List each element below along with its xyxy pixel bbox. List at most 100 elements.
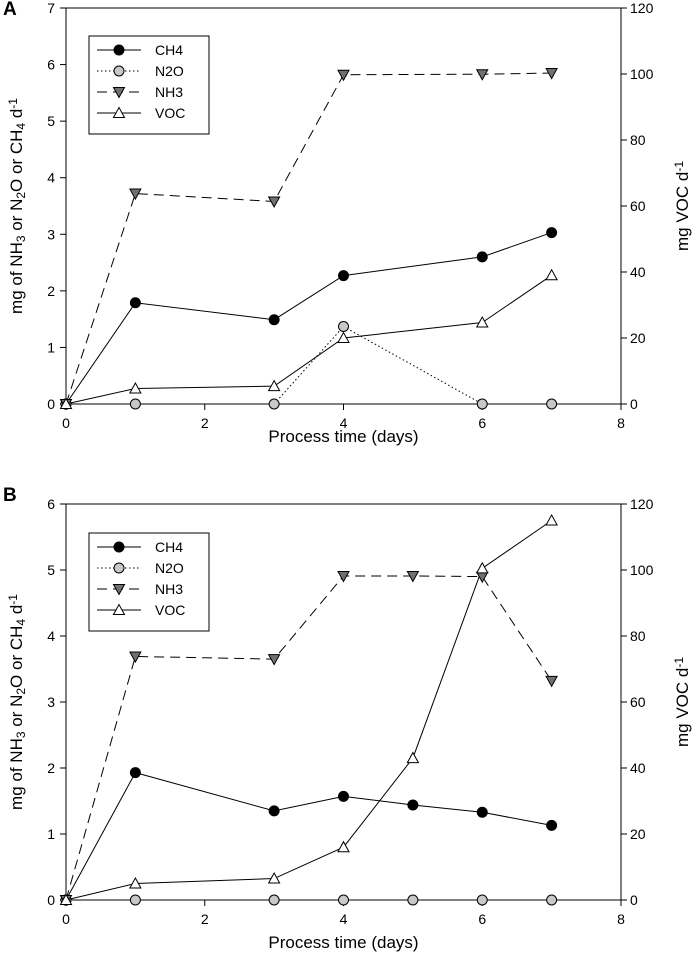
data-point-voc bbox=[475, 561, 489, 574]
y2-tick-label: 40 bbox=[630, 264, 646, 280]
y2-axis-label: mg VOC d-1 bbox=[672, 161, 692, 251]
y-tick-label: 4 bbox=[47, 170, 55, 186]
data-point-nh3 bbox=[129, 188, 142, 201]
y-tick-label: 0 bbox=[47, 892, 55, 908]
data-point-n2o bbox=[268, 398, 280, 410]
x-tick-label: 0 bbox=[62, 911, 70, 927]
legend-marker-ch4 bbox=[113, 541, 125, 553]
legend-label-voc: VOC bbox=[155, 602, 185, 618]
data-point-voc bbox=[129, 876, 142, 889]
y-tick-label: 1 bbox=[47, 826, 55, 842]
data-point-voc bbox=[545, 513, 558, 526]
data-point-voc bbox=[267, 379, 281, 392]
data-point-voc bbox=[59, 893, 73, 905]
legend-marker-n2o bbox=[113, 65, 125, 77]
y2-tick-label: 120 bbox=[630, 0, 654, 16]
x-tick-label: 2 bbox=[201, 911, 209, 927]
legend-box bbox=[88, 35, 210, 135]
data-point-voc bbox=[337, 840, 350, 853]
x-tick-label: 8 bbox=[617, 415, 625, 431]
legend: CH4 N2O NH3 VOC bbox=[88, 532, 210, 632]
data-point-n2o bbox=[476, 398, 488, 410]
x-tick-label: 8 bbox=[617, 911, 625, 927]
legend-label-ch4: CH4 bbox=[155, 539, 183, 555]
y2-tick-label: 20 bbox=[630, 826, 646, 842]
legend: CH4 N2O NH3 VOC bbox=[88, 35, 210, 135]
y-axis-label: mg of NH3 or N2O or CH4 d-1 bbox=[6, 98, 28, 314]
y-tick-label: 6 bbox=[47, 496, 55, 512]
data-point-nh3 bbox=[267, 196, 281, 209]
data-point-nh3 bbox=[267, 654, 281, 666]
series-line-ch4 bbox=[65, 772, 552, 901]
data-point-voc bbox=[337, 331, 350, 343]
legend-label-voc: VOC bbox=[155, 105, 185, 121]
data-point-n2o bbox=[546, 894, 558, 906]
y-tick-label: 6 bbox=[47, 57, 55, 73]
data-point-voc bbox=[545, 268, 558, 281]
data-point-n2o bbox=[338, 320, 349, 332]
y-tick-label: 5 bbox=[47, 562, 55, 578]
data-point-ch4 bbox=[268, 805, 280, 817]
y2-tick-label: 100 bbox=[630, 66, 654, 82]
y-tick-label: 3 bbox=[47, 226, 55, 242]
legend-marker-voc bbox=[112, 106, 126, 118]
legend-label-nh3: NH3 bbox=[155, 84, 183, 100]
x-tick-label: 4 bbox=[340, 911, 348, 927]
data-point-n2o bbox=[476, 894, 488, 906]
series-line-n2o bbox=[66, 325, 552, 405]
y2-tick-label: 80 bbox=[630, 132, 646, 148]
x-tick-label: 4 bbox=[340, 415, 348, 431]
y2-tick-label: 0 bbox=[630, 892, 638, 908]
data-point-nh3 bbox=[475, 571, 489, 584]
series-line-nh3 bbox=[65, 72, 552, 405]
data-point-nh3 bbox=[337, 69, 350, 82]
y2-tick-label: 80 bbox=[630, 628, 646, 644]
x-axis-label: Process time (days) bbox=[268, 427, 418, 446]
data-point-n2o bbox=[407, 894, 419, 906]
y-tick-label: 3 bbox=[47, 694, 55, 710]
y2-tick-label: 100 bbox=[630, 562, 654, 578]
data-point-ch4 bbox=[476, 251, 488, 263]
data-point-n2o bbox=[546, 398, 558, 410]
legend-box bbox=[88, 532, 210, 632]
data-point-n2o bbox=[338, 894, 349, 906]
y2-tick-label: 0 bbox=[630, 396, 638, 412]
y2-tick-label: 40 bbox=[630, 760, 646, 776]
legend-marker-ch4 bbox=[113, 44, 125, 56]
data-point-n2o bbox=[268, 894, 280, 906]
x-tick-label: 0 bbox=[62, 415, 70, 431]
y-tick-label: 2 bbox=[47, 283, 55, 299]
x-tick-label: 6 bbox=[478, 911, 486, 927]
x-axis-label: Process time (days) bbox=[268, 933, 418, 952]
data-point-ch4 bbox=[407, 799, 419, 811]
data-point-voc bbox=[267, 872, 281, 884]
legend-marker-n2o bbox=[113, 562, 125, 574]
data-point-nh3 bbox=[337, 570, 350, 583]
data-point-nh3 bbox=[475, 69, 489, 81]
data-point-voc bbox=[406, 751, 420, 764]
series-line-voc bbox=[65, 274, 552, 405]
x-tick-label: 6 bbox=[478, 415, 486, 431]
y-tick-label: 0 bbox=[47, 396, 55, 412]
data-point-ch4 bbox=[129, 297, 141, 309]
data-point-n2o bbox=[129, 398, 141, 410]
panel-label: B bbox=[3, 485, 17, 506]
data-point-voc bbox=[59, 397, 73, 409]
y2-tick-label: 60 bbox=[630, 694, 646, 710]
legend-label-ch4: CH4 bbox=[155, 42, 183, 58]
data-point-ch4 bbox=[338, 790, 349, 802]
y-tick-label: 4 bbox=[47, 628, 55, 644]
y-tick-label: 5 bbox=[47, 113, 55, 129]
data-point-nh3 bbox=[129, 651, 142, 663]
data-point-nh3 bbox=[545, 675, 558, 688]
legend-label-nh3: NH3 bbox=[155, 581, 183, 597]
legend-label-n2o: N2O bbox=[155, 560, 184, 576]
legend-marker-voc bbox=[112, 603, 126, 615]
series-line-ch4 bbox=[65, 232, 552, 405]
data-point-ch4 bbox=[129, 767, 141, 779]
y-tick-label: 1 bbox=[47, 339, 55, 355]
y-tick-label: 7 bbox=[47, 0, 55, 16]
panel-label: A bbox=[3, 0, 17, 20]
